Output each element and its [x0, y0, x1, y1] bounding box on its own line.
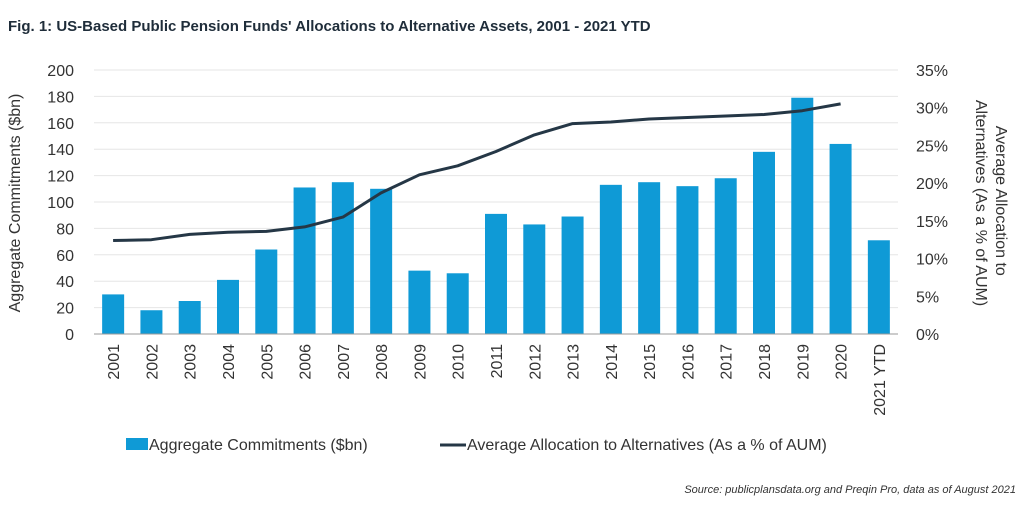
right-tick-label: 5% — [916, 289, 939, 306]
bar — [867, 240, 890, 334]
x-tick-label: 2018 — [757, 344, 774, 380]
bar — [829, 143, 852, 334]
legend-line-label: Average Allocation to Alternatives (As a… — [467, 437, 827, 454]
x-tick-label: 2002 — [144, 344, 161, 380]
right-tick-label: 15% — [916, 214, 948, 231]
bar — [485, 213, 507, 334]
left-tick-label: 100 — [47, 195, 74, 212]
bar — [791, 97, 814, 334]
bar — [599, 184, 622, 334]
x-tick-label: 2005 — [259, 344, 276, 380]
allocation-line — [113, 102, 841, 242]
left-tick-label: 40 — [56, 274, 74, 291]
bar-series — [94, 97, 898, 335]
legend-bar-label: Aggregate Commitments ($bn) — [149, 437, 368, 454]
right-tick-label: 20% — [916, 176, 948, 193]
bar — [446, 273, 469, 334]
line-series — [113, 102, 841, 242]
bar — [753, 151, 775, 334]
x-tick-label: 2015 — [642, 344, 659, 380]
left-tick-label: 0 — [65, 327, 74, 344]
x-tick-label: 2019 — [795, 344, 812, 380]
right-axis-title-line-1: Average Allocation to — [992, 126, 1009, 276]
left-tick-label: 60 — [56, 248, 74, 265]
right-tick-label: 35% — [916, 63, 948, 80]
bar — [523, 224, 546, 334]
left-tick-label: 180 — [47, 89, 74, 106]
left-axis-title: Aggregate Commitments ($bn) — [7, 94, 24, 313]
x-tick-label: 2004 — [221, 344, 238, 380]
bar — [178, 301, 201, 334]
bar — [293, 187, 316, 334]
bar — [255, 249, 278, 334]
left-tick-label: 20 — [56, 301, 74, 318]
bar — [676, 186, 699, 334]
x-tick-label: 2012 — [527, 344, 544, 380]
x-tick-label: 2011 — [489, 344, 506, 379]
left-tick-label: 80 — [56, 221, 74, 238]
x-tick-label: 2008 — [374, 344, 391, 380]
x-tick-label: 2013 — [566, 344, 583, 380]
x-tick-label: 2009 — [412, 344, 429, 380]
right-tick-label: 0% — [916, 327, 939, 344]
x-tick-label: 2014 — [604, 344, 621, 380]
x-tick-label: 2003 — [183, 344, 200, 380]
x-tick-label: 2016 — [680, 344, 697, 380]
left-tick-label: 200 — [47, 63, 74, 80]
x-tick-label: 2021 YTD — [872, 344, 889, 416]
bar — [331, 182, 354, 334]
bar — [638, 182, 661, 334]
chart-title: Fig. 1: US-Based Public Pension Funds' A… — [8, 18, 651, 35]
x-tick-label: 2010 — [451, 344, 468, 380]
bar — [102, 294, 125, 334]
left-tick-label: 140 — [47, 142, 74, 159]
legend-bar-swatch — [126, 438, 148, 450]
x-tick-label: 2007 — [336, 344, 353, 380]
bar — [370, 188, 393, 334]
bar — [561, 216, 584, 334]
x-tick-label: 2017 — [719, 344, 736, 380]
legend: Aggregate Commitments ($bn) Average Allo… — [126, 437, 827, 454]
right-tick-label: 25% — [916, 138, 948, 155]
bar — [408, 270, 431, 334]
x-tick-label: 2006 — [298, 344, 315, 380]
x-axis: 2001 2002 2003 2004 2005 2006 2007 2008 2009 2010… — [106, 344, 889, 416]
bar — [714, 178, 737, 334]
right-axis-title-line-2: Alternatives (As a % of AUM) — [972, 100, 989, 306]
x-tick-label: 2020 — [834, 344, 851, 380]
source-note: Source: publicplansdata.org and Preqin P… — [684, 484, 1016, 496]
right-axis-title: Average Allocation to Alternatives (As a… — [972, 100, 1009, 306]
left-tick-label: 120 — [47, 169, 74, 186]
right-y-axis: 0% 5% 10% 15% 20% 25% 30% 35% — [916, 63, 948, 344]
left-y-axis: 0 20 40 60 80 100 120 140 160 180 200 — [47, 63, 74, 344]
right-tick-label: 10% — [916, 252, 948, 269]
bar — [140, 310, 163, 334]
x-tick-label: 2001 — [106, 344, 123, 380]
right-tick-label: 30% — [916, 101, 948, 118]
left-tick-label: 160 — [47, 116, 74, 133]
bar — [217, 279, 239, 334]
